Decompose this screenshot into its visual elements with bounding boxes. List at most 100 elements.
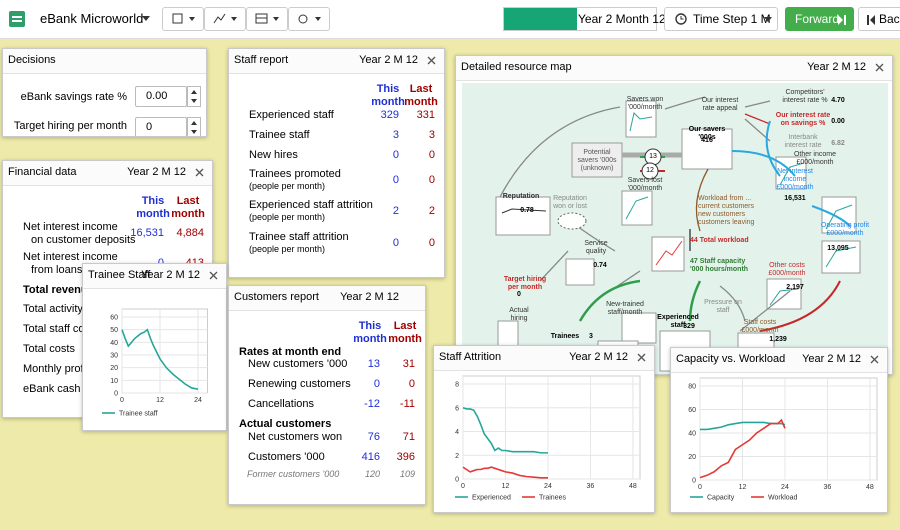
window-header: Detailed resource map Year 2 M 12 bbox=[456, 56, 892, 81]
map-label: 4.70 bbox=[831, 97, 845, 104]
window: Detailed resource map Year 2 M 12 Savers … bbox=[455, 55, 893, 375]
value-this: 13 bbox=[367, 358, 380, 370]
row-label: Cancellations bbox=[248, 398, 315, 410]
row-label: New customers '000 bbox=[248, 358, 348, 370]
row-label: Net customers won bbox=[248, 431, 343, 443]
legend-label: Trainee staff bbox=[119, 411, 158, 418]
map-label: 0.78 bbox=[520, 207, 534, 214]
map-label: 1,239 bbox=[769, 336, 787, 343]
series-line bbox=[699, 418, 786, 479]
map-label: £000/month bbox=[742, 327, 779, 334]
progress-label: Year 2 Month 12 bbox=[578, 12, 666, 26]
map-label: Savers lost bbox=[628, 177, 663, 184]
row-label: Total activity c bbox=[23, 303, 92, 315]
spinner[interactable] bbox=[187, 117, 201, 137]
y-tick-label: 50 bbox=[110, 327, 118, 334]
time-step-button[interactable]: Time Step 1 M bbox=[664, 7, 778, 31]
value-last: -11 bbox=[399, 398, 415, 410]
input-value: 0 bbox=[146, 121, 153, 133]
row-label: New hires bbox=[249, 149, 298, 161]
map-label: current customers bbox=[698, 203, 755, 210]
value-this: 2 bbox=[392, 205, 399, 217]
column-header: This month bbox=[371, 83, 405, 108]
legend-label: Capacity bbox=[707, 495, 735, 502]
close-button[interactable] bbox=[637, 353, 647, 363]
map-label: 0.74 bbox=[593, 262, 607, 269]
spinner[interactable] bbox=[187, 86, 201, 107]
decision-label: eBank savings rate % bbox=[20, 91, 127, 103]
decision-input[interactable]: 0 bbox=[135, 117, 187, 136]
row-label: Former customers '000 bbox=[247, 469, 340, 479]
map-label: 0.00 bbox=[831, 118, 845, 125]
value-last: 31 bbox=[402, 358, 415, 370]
map-label: Our interest bbox=[702, 97, 739, 104]
row-label: Total costs bbox=[23, 343, 75, 355]
decision-input[interactable]: 0.00 bbox=[135, 86, 187, 107]
x-tick-label: 48 bbox=[866, 484, 874, 491]
close-button[interactable] bbox=[870, 355, 880, 365]
chart: 0 20 40 60 80 0 12 24 36 48 Capacity Workload bbox=[688, 377, 878, 502]
map-button[interactable] bbox=[288, 7, 330, 31]
close-button[interactable] bbox=[875, 63, 885, 73]
back-icon bbox=[867, 15, 875, 25]
value-last: 2 bbox=[428, 205, 435, 217]
map-label: £000/month bbox=[769, 270, 806, 277]
map-label: interest rate bbox=[785, 142, 822, 149]
close-button[interactable] bbox=[209, 271, 219, 281]
forward-label: Forward bbox=[795, 12, 840, 26]
window-title: Staff Attrition bbox=[439, 351, 502, 363]
row-label: Customers '000 bbox=[248, 451, 325, 463]
view-button[interactable] bbox=[162, 7, 204, 31]
forward-button[interactable]: Forward bbox=[785, 7, 854, 31]
map-label: (unknown) bbox=[581, 165, 614, 172]
value-this: 329 bbox=[380, 109, 399, 121]
section-heading: Actual customers bbox=[239, 418, 332, 430]
close-button[interactable] bbox=[195, 168, 205, 178]
x-tick-label: 0 bbox=[120, 397, 124, 404]
plot-frame bbox=[699, 377, 878, 481]
app-menu[interactable]: eBank Microworld bbox=[34, 7, 156, 31]
map-label: Experienced bbox=[657, 314, 699, 321]
back-button[interactable]: Back bbox=[858, 7, 900, 31]
row-label: Total revenu bbox=[23, 284, 88, 296]
x-tick-label: 36 bbox=[587, 483, 595, 490]
column-header: This month bbox=[353, 320, 387, 345]
map-label: Reputation bbox=[553, 195, 587, 202]
x-tick-label: 0 bbox=[461, 483, 465, 490]
map-label: staff/month bbox=[608, 309, 643, 316]
map-label: Pressure on bbox=[704, 299, 742, 306]
map-label: Service bbox=[584, 240, 607, 247]
value-last: 4,884 bbox=[176, 227, 204, 239]
caret bbox=[764, 17, 772, 22]
column-header: Last month bbox=[171, 195, 205, 220]
row-label: from loans. bbox=[31, 264, 86, 276]
map-label: 13,095 bbox=[827, 245, 849, 252]
y-tick-label: 60 bbox=[688, 407, 696, 414]
y-tick-label: 8 bbox=[455, 382, 459, 389]
y-tick-label: 6 bbox=[455, 405, 459, 412]
map-label: Operating profit bbox=[821, 222, 869, 229]
clock-icon bbox=[675, 13, 687, 25]
section-heading: Rates at month end bbox=[239, 346, 342, 358]
y-tick-label: 4 bbox=[455, 429, 459, 436]
row-label: Experienced staff attrition bbox=[249, 199, 373, 211]
window-period: Year 2 M 12 bbox=[569, 351, 628, 363]
value-this: 416 bbox=[361, 451, 380, 463]
map-label: £000/month bbox=[827, 230, 864, 237]
icon bbox=[298, 14, 321, 24]
time-step: Time Step 1 M bbox=[693, 12, 771, 26]
close-button[interactable] bbox=[427, 56, 437, 66]
chart-button[interactable] bbox=[204, 7, 246, 31]
table-button[interactable] bbox=[246, 7, 288, 31]
map-label: staff bbox=[671, 322, 686, 329]
value-this: 0 bbox=[373, 378, 380, 390]
value-last: 0 bbox=[428, 149, 435, 161]
map-label: Competitors' bbox=[785, 89, 824, 96]
value-last: 0 bbox=[428, 174, 435, 186]
plot-frame bbox=[462, 375, 641, 480]
y-tick-label: 20 bbox=[110, 365, 118, 372]
row-label: Trainee staff bbox=[249, 129, 310, 141]
value-this: -12 bbox=[364, 398, 380, 410]
caret bbox=[142, 16, 150, 21]
